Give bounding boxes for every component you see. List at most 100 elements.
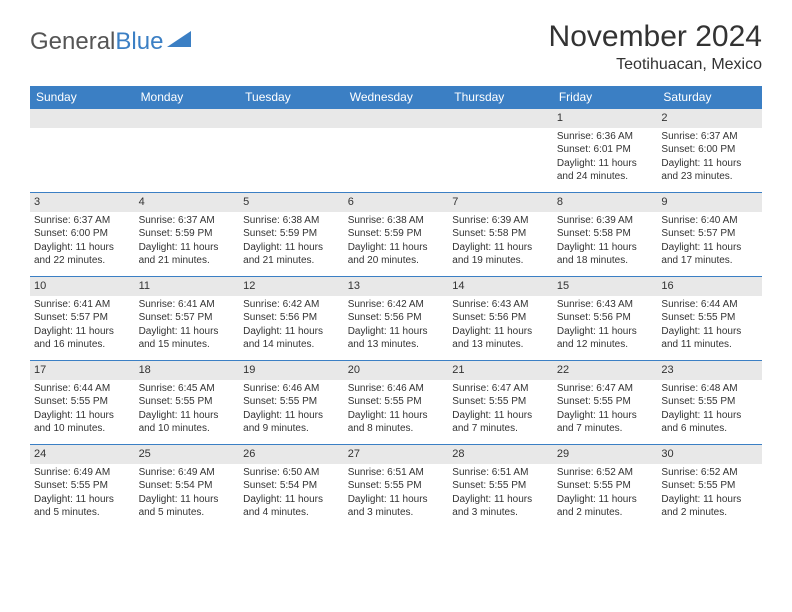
calendar-cell: 20Sunrise: 6:46 AMSunset: 5:55 PMDayligh…	[344, 360, 449, 444]
day-number-empty	[239, 109, 344, 128]
day-number: 10	[30, 277, 135, 296]
day-details: Sunrise: 6:49 AMSunset: 5:55 PMDaylight:…	[30, 464, 135, 526]
day-details: Sunrise: 6:36 AMSunset: 6:01 PMDaylight:…	[553, 128, 658, 190]
calendar-cell: 14Sunrise: 6:43 AMSunset: 5:56 PMDayligh…	[448, 276, 553, 360]
calendar-cell: 27Sunrise: 6:51 AMSunset: 5:55 PMDayligh…	[344, 444, 449, 528]
weekday-wed: Wednesday	[344, 86, 449, 108]
day-number: 16	[657, 277, 762, 296]
calendar-cell: 26Sunrise: 6:50 AMSunset: 5:54 PMDayligh…	[239, 444, 344, 528]
location-label: Teotihuacan, Mexico	[549, 56, 762, 74]
calendar-cell: 29Sunrise: 6:52 AMSunset: 5:55 PMDayligh…	[553, 444, 658, 528]
day-details: Sunrise: 6:48 AMSunset: 5:55 PMDaylight:…	[657, 380, 762, 442]
day-number: 5	[239, 193, 344, 212]
day-number-empty	[30, 109, 135, 128]
calendar-cell	[135, 108, 240, 192]
day-number: 28	[448, 445, 553, 464]
day-number: 25	[135, 445, 240, 464]
calendar-cell: 19Sunrise: 6:46 AMSunset: 5:55 PMDayligh…	[239, 360, 344, 444]
day-details: Sunrise: 6:50 AMSunset: 5:54 PMDaylight:…	[239, 464, 344, 526]
day-details: Sunrise: 6:51 AMSunset: 5:55 PMDaylight:…	[344, 464, 449, 526]
calendar-cell: 8Sunrise: 6:39 AMSunset: 5:58 PMDaylight…	[553, 192, 658, 276]
day-details: Sunrise: 6:52 AMSunset: 5:55 PMDaylight:…	[553, 464, 658, 526]
calendar-cell: 4Sunrise: 6:37 AMSunset: 5:59 PMDaylight…	[135, 192, 240, 276]
brand-triangle-icon	[167, 28, 193, 56]
day-number-empty	[135, 109, 240, 128]
calendar-cell: 13Sunrise: 6:42 AMSunset: 5:56 PMDayligh…	[344, 276, 449, 360]
calendar-cell: 28Sunrise: 6:51 AMSunset: 5:55 PMDayligh…	[448, 444, 553, 528]
day-details: Sunrise: 6:49 AMSunset: 5:54 PMDaylight:…	[135, 464, 240, 526]
day-number: 3	[30, 193, 135, 212]
weekday-sun: Sunday	[30, 86, 135, 108]
day-number: 8	[553, 193, 658, 212]
month-title: November 2024	[549, 20, 762, 54]
calendar-cell	[239, 108, 344, 192]
weekday-sat: Saturday	[657, 86, 762, 108]
day-details: Sunrise: 6:52 AMSunset: 5:55 PMDaylight:…	[657, 464, 762, 526]
day-details: Sunrise: 6:39 AMSunset: 5:58 PMDaylight:…	[448, 212, 553, 274]
day-details: Sunrise: 6:44 AMSunset: 5:55 PMDaylight:…	[30, 380, 135, 442]
calendar-cell: 1Sunrise: 6:36 AMSunset: 6:01 PMDaylight…	[553, 108, 658, 192]
day-details: Sunrise: 6:37 AMSunset: 6:00 PMDaylight:…	[30, 212, 135, 274]
calendar-cell: 6Sunrise: 6:38 AMSunset: 5:59 PMDaylight…	[344, 192, 449, 276]
calendar-cell: 9Sunrise: 6:40 AMSunset: 5:57 PMDaylight…	[657, 192, 762, 276]
weekday-tue: Tuesday	[239, 86, 344, 108]
brand-logo: GeneralBlue	[30, 28, 193, 56]
day-number: 13	[344, 277, 449, 296]
day-number: 14	[448, 277, 553, 296]
day-number: 15	[553, 277, 658, 296]
day-number: 29	[553, 445, 658, 464]
calendar-cell: 11Sunrise: 6:41 AMSunset: 5:57 PMDayligh…	[135, 276, 240, 360]
day-number: 23	[657, 361, 762, 380]
title-block: November 2024 Teotihuacan, Mexico	[549, 20, 762, 74]
calendar-cell	[448, 108, 553, 192]
calendar-cell: 12Sunrise: 6:42 AMSunset: 5:56 PMDayligh…	[239, 276, 344, 360]
day-number-empty	[344, 109, 449, 128]
calendar-cell: 7Sunrise: 6:39 AMSunset: 5:58 PMDaylight…	[448, 192, 553, 276]
brand-part2: Blue	[115, 28, 163, 56]
calendar-cell: 3Sunrise: 6:37 AMSunset: 6:00 PMDaylight…	[30, 192, 135, 276]
day-details: Sunrise: 6:46 AMSunset: 5:55 PMDaylight:…	[344, 380, 449, 442]
weekday-mon: Monday	[135, 86, 240, 108]
day-number: 19	[239, 361, 344, 380]
calendar-cell: 25Sunrise: 6:49 AMSunset: 5:54 PMDayligh…	[135, 444, 240, 528]
day-details: Sunrise: 6:37 AMSunset: 5:59 PMDaylight:…	[135, 212, 240, 274]
day-details: Sunrise: 6:51 AMSunset: 5:55 PMDaylight:…	[448, 464, 553, 526]
calendar-cell	[344, 108, 449, 192]
page-header: GeneralBlue November 2024 Teotihuacan, M…	[30, 20, 762, 74]
day-number: 21	[448, 361, 553, 380]
calendar-cell: 5Sunrise: 6:38 AMSunset: 5:59 PMDaylight…	[239, 192, 344, 276]
day-number: 6	[344, 193, 449, 212]
calendar: Sunday Monday Tuesday Wednesday Thursday…	[30, 86, 762, 528]
day-number: 1	[553, 109, 658, 128]
calendar-cell: 18Sunrise: 6:45 AMSunset: 5:55 PMDayligh…	[135, 360, 240, 444]
weekday-fri: Friday	[553, 86, 658, 108]
calendar-cell: 2Sunrise: 6:37 AMSunset: 6:00 PMDaylight…	[657, 108, 762, 192]
day-number: 27	[344, 445, 449, 464]
day-number-empty	[448, 109, 553, 128]
calendar-cell: 10Sunrise: 6:41 AMSunset: 5:57 PMDayligh…	[30, 276, 135, 360]
day-number: 7	[448, 193, 553, 212]
day-details: Sunrise: 6:38 AMSunset: 5:59 PMDaylight:…	[239, 212, 344, 274]
day-number: 20	[344, 361, 449, 380]
day-details: Sunrise: 6:45 AMSunset: 5:55 PMDaylight:…	[135, 380, 240, 442]
day-details: Sunrise: 6:39 AMSunset: 5:58 PMDaylight:…	[553, 212, 658, 274]
day-details: Sunrise: 6:46 AMSunset: 5:55 PMDaylight:…	[239, 380, 344, 442]
day-details: Sunrise: 6:47 AMSunset: 5:55 PMDaylight:…	[448, 380, 553, 442]
day-number: 4	[135, 193, 240, 212]
day-details: Sunrise: 6:43 AMSunset: 5:56 PMDaylight:…	[448, 296, 553, 358]
calendar-cell: 22Sunrise: 6:47 AMSunset: 5:55 PMDayligh…	[553, 360, 658, 444]
day-number: 11	[135, 277, 240, 296]
calendar-cell: 21Sunrise: 6:47 AMSunset: 5:55 PMDayligh…	[448, 360, 553, 444]
day-details: Sunrise: 6:47 AMSunset: 5:55 PMDaylight:…	[553, 380, 658, 442]
calendar-cell: 24Sunrise: 6:49 AMSunset: 5:55 PMDayligh…	[30, 444, 135, 528]
day-number: 12	[239, 277, 344, 296]
day-number: 2	[657, 109, 762, 128]
calendar-cell: 17Sunrise: 6:44 AMSunset: 5:55 PMDayligh…	[30, 360, 135, 444]
calendar-page: GeneralBlue November 2024 Teotihuacan, M…	[0, 0, 792, 548]
day-number: 22	[553, 361, 658, 380]
calendar-cell: 30Sunrise: 6:52 AMSunset: 5:55 PMDayligh…	[657, 444, 762, 528]
day-details: Sunrise: 6:43 AMSunset: 5:56 PMDaylight:…	[553, 296, 658, 358]
calendar-cell	[30, 108, 135, 192]
day-number: 9	[657, 193, 762, 212]
calendar-body: 1Sunrise: 6:36 AMSunset: 6:01 PMDaylight…	[30, 108, 762, 528]
